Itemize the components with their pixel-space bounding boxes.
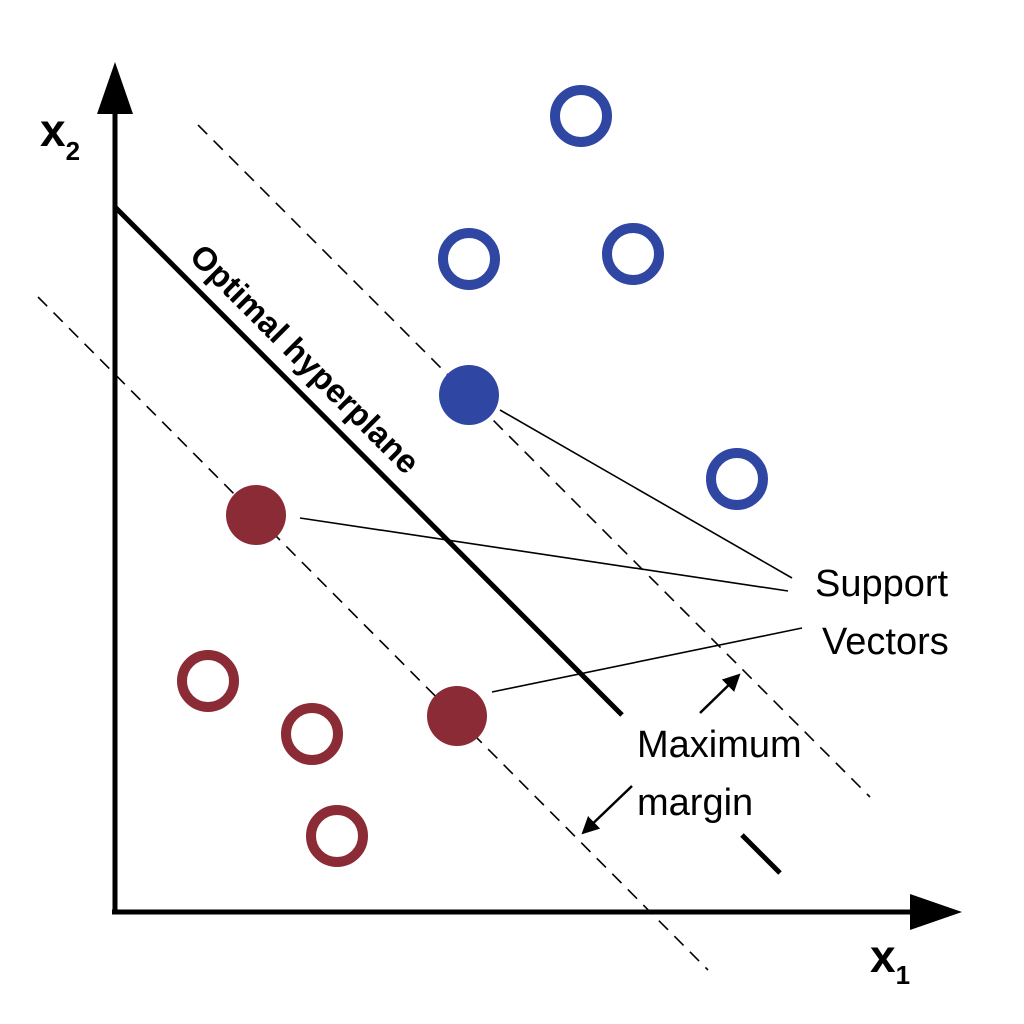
y-axis-label-sub: 2	[66, 136, 80, 166]
x-axis-arrow-icon	[910, 894, 962, 930]
maximum-margin-label-line2: margin	[637, 782, 753, 824]
blue-class-points	[438, 85, 768, 510]
axes	[97, 62, 962, 930]
red-hollow-point	[306, 805, 368, 867]
support-pointer-red-lower	[491, 627, 803, 693]
support-vectors-label-line1: Support	[815, 563, 949, 605]
margin-arrow-upper-icon	[699, 673, 741, 714]
x-axis-label: x1	[870, 930, 910, 990]
margin-arrow-lower-icon	[581, 785, 633, 835]
hyperplane-label: Optimal hyperplane	[183, 237, 427, 481]
red-support-vector	[427, 686, 487, 746]
lower-margin-line	[37, 296, 709, 971]
y-axis-label-main: x	[40, 104, 66, 156]
maximum-margin-label-line1: Maximum	[637, 724, 802, 766]
y-axis-label: x2	[40, 104, 80, 166]
y-axis-arrow-icon	[97, 62, 133, 114]
x-axis-label-main: x	[870, 930, 896, 982]
blue-support-vector	[439, 365, 499, 425]
support-vectors-label-line2: Vectors	[822, 621, 949, 663]
x-axis-label-sub: 1	[896, 960, 910, 990]
red-support-vector	[226, 485, 286, 545]
optimal-hyperplane-line-tail	[740, 833, 782, 875]
red-hollow-point	[281, 703, 343, 765]
support-pointer-blue	[499, 409, 793, 579]
blue-hollow-point	[706, 448, 768, 510]
upper-margin-line	[197, 124, 871, 798]
blue-hollow-point	[438, 228, 500, 290]
support-pointer-red-upper	[299, 517, 789, 592]
blue-hollow-point	[602, 223, 664, 285]
blue-hollow-point	[550, 85, 612, 147]
red-class-points	[177, 485, 487, 867]
red-hollow-point	[177, 650, 239, 712]
optimal-hyperplane-line	[113, 205, 624, 717]
